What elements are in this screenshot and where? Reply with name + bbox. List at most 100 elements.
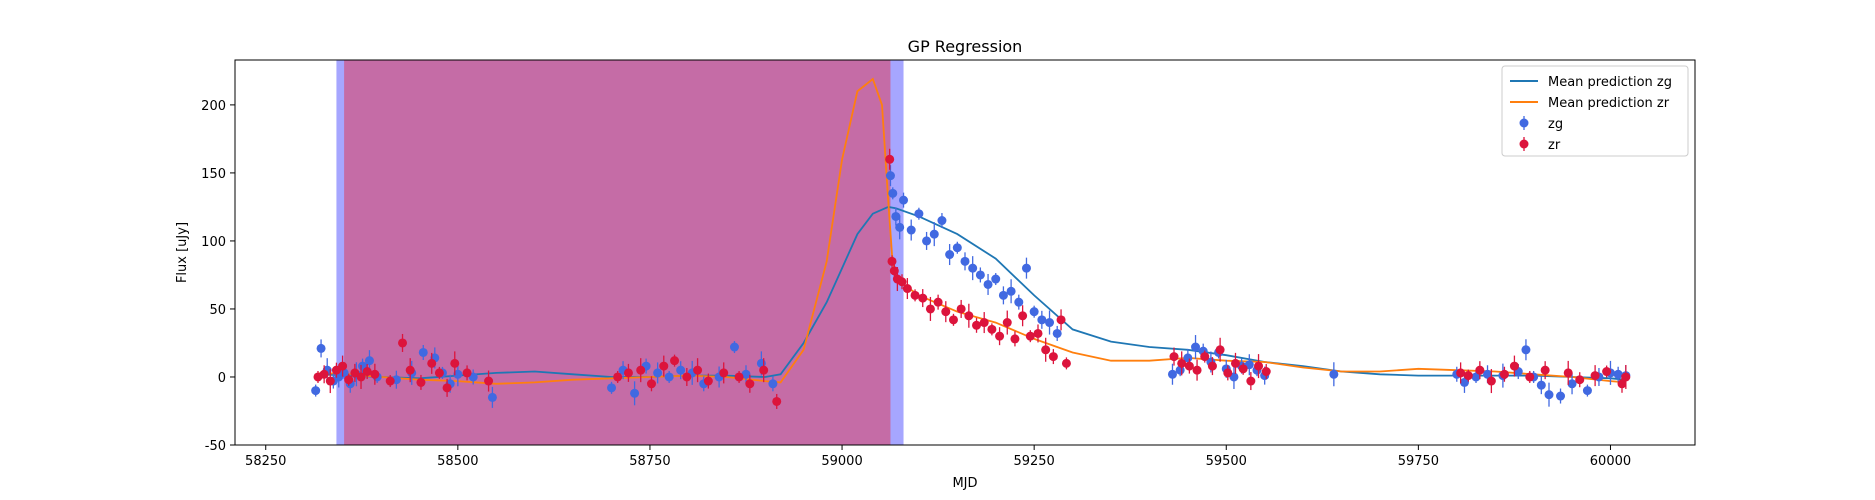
marker-zg — [1029, 307, 1039, 317]
point-zr — [1499, 366, 1509, 382]
point-zr — [1010, 331, 1020, 347]
line-mean-prediction-zr — [319, 77, 1626, 385]
marker-zr — [385, 376, 395, 386]
marker-zr — [693, 365, 703, 375]
marker-zg — [1167, 369, 1177, 379]
point-zg — [418, 344, 428, 360]
marker-zr — [416, 377, 426, 387]
point-zg — [1556, 388, 1566, 404]
point-zg — [676, 361, 686, 380]
marker-zg — [906, 225, 916, 235]
marker-zg — [1045, 318, 1055, 328]
point-zg — [1029, 305, 1039, 318]
marker-zr — [1177, 358, 1187, 368]
legend-entry-label: Mean prediction zr — [1548, 96, 1670, 111]
point-zg — [968, 256, 978, 281]
marker-zg — [952, 243, 962, 253]
point-zr — [1002, 310, 1012, 335]
x-tick-label: 60000 — [1590, 454, 1631, 469]
point-zr — [1041, 337, 1051, 362]
point-zg — [364, 350, 374, 372]
point-zr — [772, 393, 782, 409]
point-zr — [434, 366, 444, 379]
marker-zr — [1033, 328, 1043, 338]
marker-zg — [1483, 369, 1493, 379]
marker-zr — [1048, 352, 1058, 362]
marker-zg — [453, 369, 463, 379]
marker-zr — [682, 372, 692, 382]
point-zr — [1207, 357, 1217, 376]
marker-zg — [653, 368, 663, 378]
point-zg — [895, 215, 905, 240]
point-zr — [1563, 360, 1573, 385]
y-tick-label: 150 — [201, 167, 226, 182]
marker-zr — [1617, 379, 1627, 389]
marker-zr — [887, 256, 897, 266]
legend-entry-label: zr — [1548, 138, 1561, 153]
point-zr — [1463, 369, 1473, 382]
marker-zr — [405, 365, 415, 375]
marker-zr — [1169, 352, 1179, 362]
point-zr — [1025, 330, 1035, 343]
marker-zg — [487, 392, 497, 402]
point-zg — [1329, 362, 1339, 387]
marker-zr — [398, 338, 408, 348]
point-zr — [1261, 364, 1271, 380]
marker-zr — [1509, 361, 1519, 371]
marker-zr — [370, 369, 380, 379]
marker-zr — [772, 396, 782, 406]
point-zr — [1486, 369, 1496, 394]
point-zg — [914, 207, 924, 220]
point-zg — [1052, 325, 1062, 341]
marker-zr — [972, 320, 982, 330]
point-zr — [933, 294, 943, 310]
marker-zr — [1261, 367, 1271, 377]
x-tick-label: 59750 — [1398, 454, 1439, 469]
point-zr — [1238, 362, 1248, 375]
point-zg — [906, 219, 916, 241]
marker-zg — [768, 379, 778, 389]
marker-zr — [1602, 367, 1612, 377]
marker-zg — [1521, 345, 1531, 355]
point-zg — [487, 386, 497, 408]
point-zr — [1200, 350, 1210, 363]
marker-zr — [1456, 368, 1466, 378]
marker-zg — [676, 365, 686, 375]
point-zr — [319, 365, 329, 384]
point-zg — [960, 252, 970, 271]
point-zr — [325, 369, 335, 394]
point-zr — [1230, 352, 1240, 374]
marker-zg — [998, 290, 1008, 300]
point-zr — [1590, 365, 1600, 387]
marker-zg — [630, 388, 640, 398]
point-zr — [682, 367, 692, 386]
point-zg — [316, 339, 326, 358]
marker-zr — [484, 376, 494, 386]
marker-zr — [897, 277, 907, 287]
y-tick-label: 50 — [209, 303, 226, 318]
point-zr — [1177, 351, 1187, 376]
marker-zr — [1002, 318, 1012, 328]
marker-zr — [636, 365, 646, 375]
marker-zr — [1475, 365, 1485, 375]
point-zg — [1191, 335, 1201, 360]
marker-zg — [945, 250, 955, 260]
x-tick-label: 58250 — [245, 454, 286, 469]
marker-zg — [1613, 369, 1623, 379]
marker-zr — [1192, 365, 1202, 375]
marker-zr — [1010, 334, 1020, 344]
marker-zg — [311, 386, 321, 396]
point-zr — [1509, 355, 1519, 377]
point-zr — [670, 354, 680, 367]
marker-zr — [1215, 345, 1225, 355]
x-axis-label: MJD — [952, 476, 977, 491]
marker-zg — [1471, 372, 1481, 382]
x-tick-label: 59250 — [1013, 454, 1054, 469]
point-zr — [987, 323, 997, 336]
marker-zr — [338, 361, 348, 371]
point-zr — [1246, 372, 1256, 391]
marker-zg — [968, 263, 978, 273]
marker-zr — [964, 311, 974, 321]
marker-zg — [1052, 328, 1062, 338]
point-zg — [1567, 373, 1577, 395]
